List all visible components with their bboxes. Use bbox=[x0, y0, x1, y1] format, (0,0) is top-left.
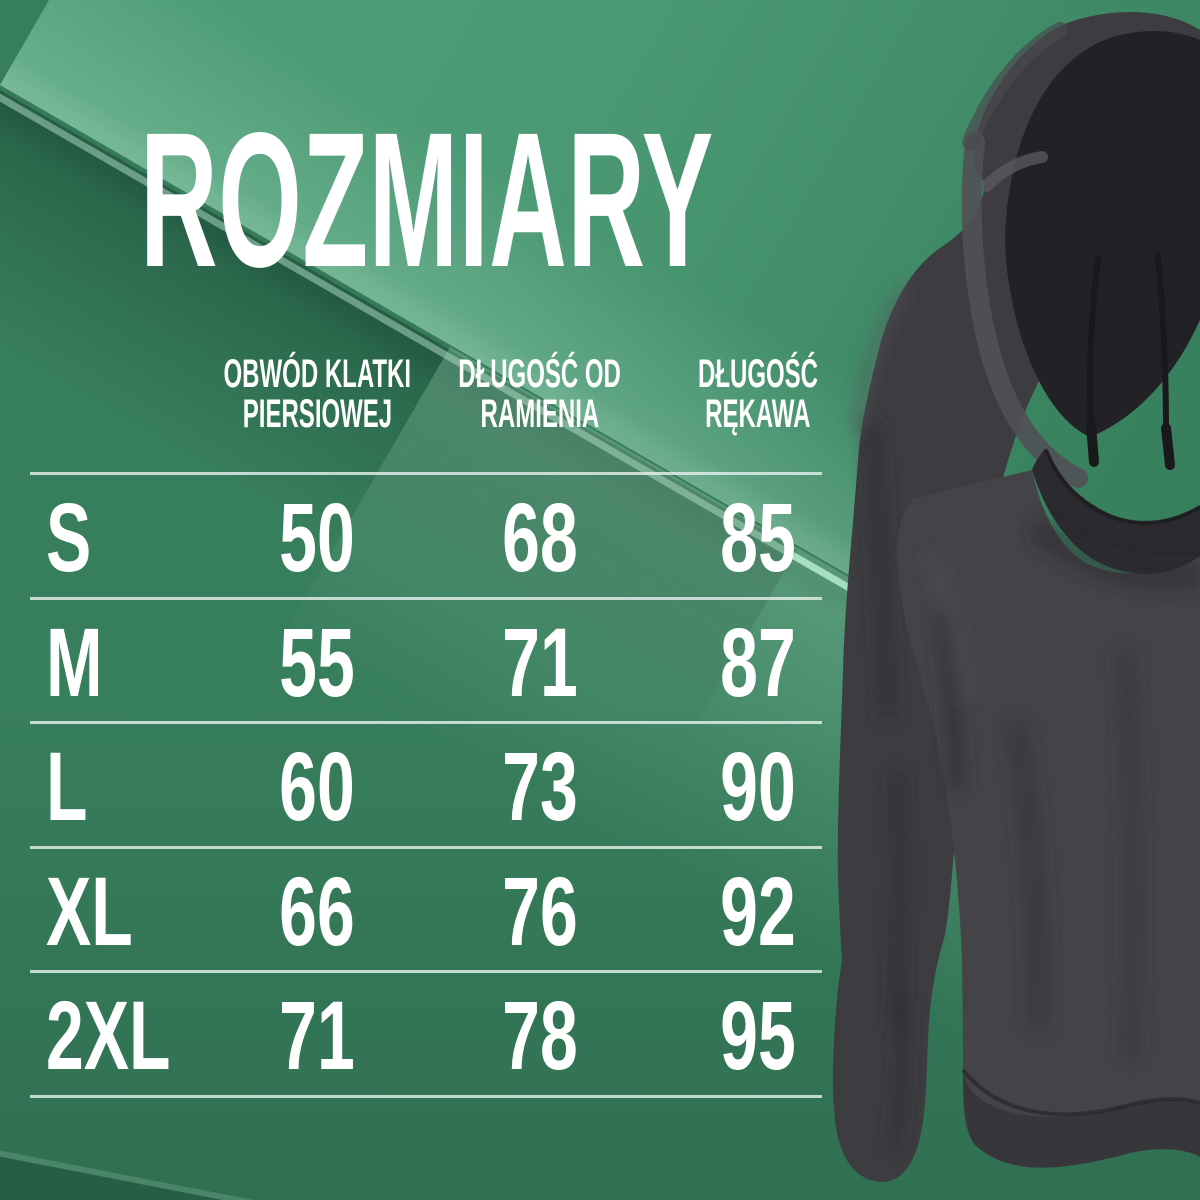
table-row-size-label: M bbox=[46, 608, 103, 717]
table-cell-chest: 50 bbox=[279, 483, 355, 592]
page-title-text: ROZMIARY bbox=[140, 92, 714, 307]
table-cell-sleeve: 95 bbox=[720, 981, 796, 1090]
table-cell-shoulder: 71 bbox=[502, 608, 578, 717]
table-cell-sleeve: 92 bbox=[720, 857, 796, 966]
column-header-sleeve-length: DŁUGOŚĆ RĘKAWA bbox=[698, 352, 818, 436]
page-title: ROZMIARY bbox=[140, 104, 1165, 296]
table-cell-chest: 71 bbox=[279, 981, 355, 1090]
table-divider bbox=[30, 472, 822, 475]
table-divider bbox=[30, 970, 822, 973]
table-divider bbox=[30, 597, 822, 600]
table-divider bbox=[30, 721, 822, 724]
table-cell-shoulder: 78 bbox=[502, 981, 578, 1090]
table-cell-chest: 66 bbox=[279, 857, 355, 966]
table-cell-sleeve: 85 bbox=[720, 483, 796, 592]
table-cell-chest: 55 bbox=[279, 608, 355, 717]
table-row-size-label: 2XL bbox=[46, 981, 171, 1090]
table-divider bbox=[30, 1095, 822, 1098]
table-row-size-label: S bbox=[46, 483, 92, 592]
table-cell-shoulder: 76 bbox=[502, 857, 578, 966]
table-cell-sleeve: 90 bbox=[720, 732, 796, 841]
table-cell-chest: 60 bbox=[279, 732, 355, 841]
table-cell-shoulder: 73 bbox=[502, 732, 578, 841]
table-row-size-label: L bbox=[46, 732, 88, 841]
table-cell-shoulder: 68 bbox=[502, 483, 578, 592]
table-divider bbox=[30, 846, 822, 849]
table-cell-sleeve: 87 bbox=[720, 608, 796, 717]
table-row-size-label: XL bbox=[46, 857, 133, 966]
